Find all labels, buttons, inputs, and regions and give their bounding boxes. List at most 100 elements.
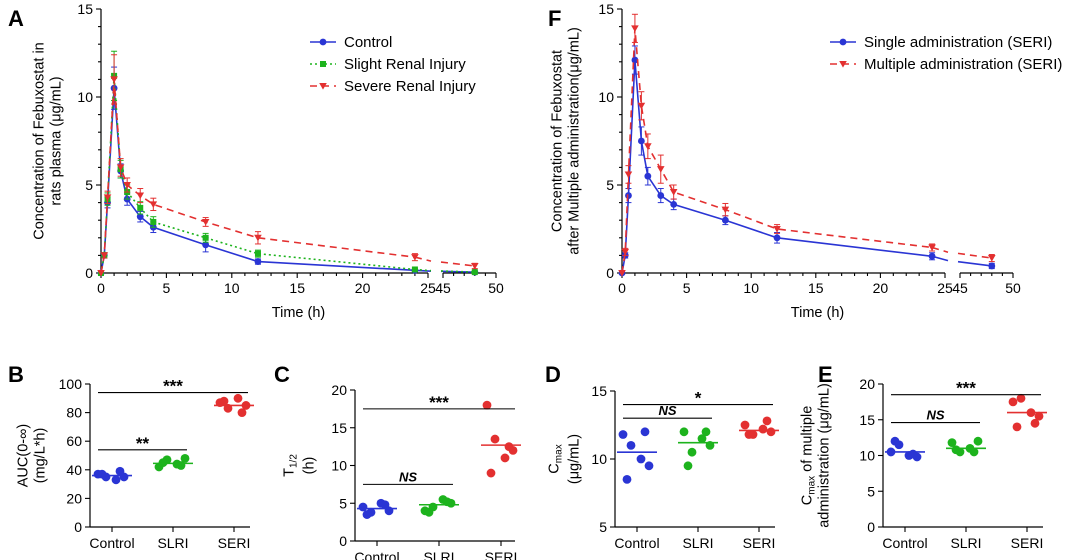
data-point xyxy=(116,164,125,171)
y-tick-label: 15 xyxy=(859,412,875,428)
y-axis-label-main: C xyxy=(547,463,563,473)
x-tick-label: 10 xyxy=(224,280,240,296)
y-axis-label-line: (h) xyxy=(302,457,318,475)
data-point xyxy=(644,461,654,471)
data-point xyxy=(636,454,646,464)
legend-label: Severe Renal Injury xyxy=(344,78,476,95)
series-line-bridge xyxy=(414,256,432,262)
data-point xyxy=(358,502,368,512)
x-tick-label: 0 xyxy=(97,280,105,296)
chart-e: 0 5 10 15 20 Control SLRI SERI NS *** Cmax of mult… xyxy=(800,376,1047,551)
data-point xyxy=(624,171,633,179)
data-point xyxy=(254,250,261,257)
data-point xyxy=(637,137,645,145)
y-axis-label-line: T1/2 xyxy=(282,454,300,477)
y-tick-label: 15 xyxy=(77,1,93,17)
x-tick-label: 15 xyxy=(808,280,824,296)
data-point xyxy=(969,447,979,457)
x-tick-label: SERI xyxy=(1011,535,1044,551)
y-axis-label: T1/2 (h) xyxy=(282,454,318,477)
y-axis-label: Cmax (μg/mL) xyxy=(547,434,583,484)
data-point xyxy=(103,194,112,201)
y-tick-label: 0 xyxy=(85,265,93,281)
panel-label-d: D xyxy=(545,362,561,387)
data-point xyxy=(233,393,243,403)
data-point xyxy=(136,213,144,221)
data-point xyxy=(670,200,678,208)
significance-label: *** xyxy=(163,377,183,396)
data-point xyxy=(471,269,478,276)
data-point xyxy=(380,500,390,510)
y-tick-label: 5 xyxy=(85,177,93,193)
data-point xyxy=(766,427,776,437)
y-tick-label: 20 xyxy=(331,382,347,398)
data-point xyxy=(740,420,750,430)
data-point xyxy=(110,76,118,83)
data-point xyxy=(500,453,510,463)
panel-label-f: F xyxy=(548,6,561,31)
y-axis-label-main: T xyxy=(282,468,298,477)
x-tick-label: SLRI xyxy=(682,535,713,551)
x-tick-label: 50 xyxy=(1005,280,1021,296)
data-point xyxy=(237,408,247,417)
data-point xyxy=(97,469,107,479)
x-tick-label: Control xyxy=(882,535,927,551)
x-tick-label: 45 xyxy=(952,280,968,296)
legend-swatch-marker xyxy=(320,61,326,67)
data-point xyxy=(1016,393,1026,403)
x-tick-label: SERI xyxy=(485,549,518,560)
y-tick-label: 20 xyxy=(859,376,875,392)
data-point xyxy=(622,475,632,484)
x-tick-label: 20 xyxy=(355,280,371,296)
series-line-bridge xyxy=(957,260,992,267)
series-0 xyxy=(97,66,479,277)
y-tick-label: 0 xyxy=(74,519,82,535)
x-tick-label: SERI xyxy=(218,535,251,551)
data-point xyxy=(762,416,772,426)
data-point xyxy=(928,252,936,260)
y-tick-label: 0 xyxy=(339,533,347,549)
chart-f: 0 5 10 15 0 5 10 15 20 25 45 50 Single administratio… xyxy=(550,1,1063,321)
data-point xyxy=(928,244,936,252)
x-tick-label: 25 xyxy=(937,280,953,296)
y-axis-label-rest: of multiple xyxy=(800,406,816,476)
x-tick-label: 15 xyxy=(289,280,305,296)
data-point xyxy=(1012,422,1022,432)
data-point xyxy=(988,262,996,270)
data-point xyxy=(640,427,650,437)
data-point xyxy=(758,424,768,434)
y-axis-label-line: AUC(0-∞) xyxy=(16,424,32,488)
significance-label: NS xyxy=(399,469,417,484)
legend-swatch-marker xyxy=(839,38,847,46)
y-axis-label-line: Concentration of Febuxostat in xyxy=(32,42,48,239)
series-1 xyxy=(98,50,478,276)
y-axis-label: Cmax of multipleadministration (μg/mL) xyxy=(800,383,833,528)
series-line xyxy=(100,75,416,274)
data-point xyxy=(424,507,434,517)
y-axis-label-line: Cmax of multiple xyxy=(800,406,818,506)
data-point xyxy=(618,270,626,277)
series-2 xyxy=(97,54,479,277)
significance-label: ** xyxy=(136,434,150,453)
y-tick-label: 80 xyxy=(66,405,82,421)
panel-label-a: A xyxy=(8,6,24,31)
significance-label: *** xyxy=(429,393,449,412)
series-line-bridge xyxy=(957,252,992,259)
x-tick-label: 5 xyxy=(163,280,171,296)
data-point xyxy=(100,252,109,259)
data-point xyxy=(679,427,689,437)
panel-label-c: C xyxy=(274,362,290,387)
data-point xyxy=(657,192,665,199)
y-axis-label-line: Concentration of Febuxostat xyxy=(550,50,566,232)
data-point xyxy=(973,436,983,446)
x-tick-label: Control xyxy=(89,535,134,551)
x-tick-label: SLRI xyxy=(423,549,454,560)
chart-d: 5 10 15 Control SLRI SERI NS * Cmax (μg/mL) xyxy=(547,383,779,551)
data-point xyxy=(890,436,900,446)
data-point xyxy=(201,218,210,226)
x-tick-label: SLRI xyxy=(950,535,981,551)
significance-label: NS xyxy=(658,403,676,418)
legend-swatch-marker xyxy=(839,61,847,68)
series-1 xyxy=(618,13,996,277)
